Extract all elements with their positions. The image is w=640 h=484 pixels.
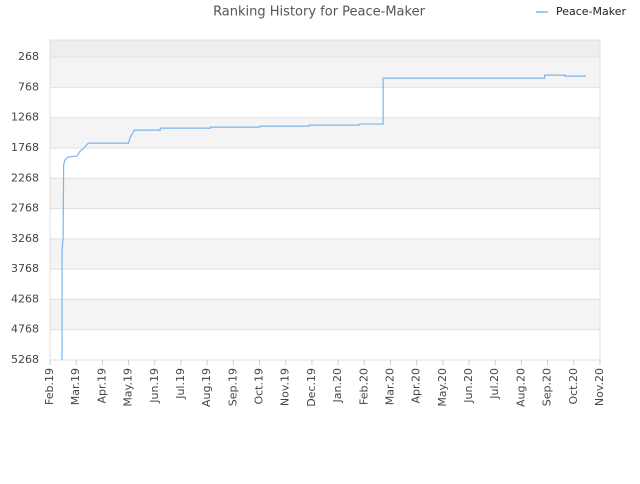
y-tick-label: 4768: [11, 323, 39, 336]
bands: [50, 40, 600, 330]
x-tick-label: Sep.19: [226, 368, 239, 406]
plot-top-band: [50, 40, 600, 58]
y-tick-label: 5268: [11, 353, 39, 366]
x-tick-label: Jan.20: [331, 368, 344, 403]
legend-label: Peace-Maker: [556, 5, 627, 18]
x-tick-label: Aug.19: [200, 368, 213, 407]
x-tick-label: Nov.19: [279, 368, 292, 406]
y-tick-label: 2768: [11, 202, 39, 215]
chart-title: Ranking History for Peace-Maker: [213, 5, 426, 20]
x-tick-label: Dec.19: [305, 368, 318, 407]
x-tick-label: Jun.20: [462, 368, 475, 404]
x-tick-label: Aug.20: [514, 368, 527, 407]
plot-band: [50, 178, 600, 209]
x-tick-label: Apr.19: [95, 368, 108, 404]
plot-band: [50, 238, 600, 270]
x-tick-label: Oct.19: [253, 368, 266, 405]
plot-band: [50, 117, 600, 148]
y-tick-label: 3268: [11, 232, 39, 245]
x-tick-label: Nov.20: [593, 368, 606, 406]
y-tick-label: 268: [18, 50, 39, 63]
x-tick-label: Sep.20: [541, 368, 554, 406]
x-tick-label: Jun.19: [148, 368, 161, 404]
x-tick-label: Mar.20: [383, 368, 396, 405]
plot-band: [50, 57, 600, 88]
x-tick-label: Mar.19: [69, 368, 82, 405]
x-tick-label: Jul.20: [488, 368, 501, 400]
line: [61, 74, 586, 360]
x-tick-label: Feb.19: [43, 368, 56, 405]
x-tick-label: Oct.20: [567, 368, 580, 405]
y-tick-label: 1268: [11, 111, 39, 124]
plot-band: [50, 299, 600, 330]
y-tick-label: 4268: [11, 292, 39, 305]
x-tick-label: May.19: [122, 368, 135, 407]
y-tick-label: 3768: [11, 262, 39, 275]
y-tick-label: 2268: [11, 171, 39, 184]
x-tick-label: Feb.20: [357, 368, 370, 405]
x-tick-label: May.20: [436, 368, 449, 407]
y-tick-label: 1768: [11, 141, 39, 154]
x-tick-label: Jul.19: [174, 368, 187, 400]
x-tick-label: Apr.20: [410, 368, 423, 404]
y-tick-label: 768: [18, 80, 39, 93]
